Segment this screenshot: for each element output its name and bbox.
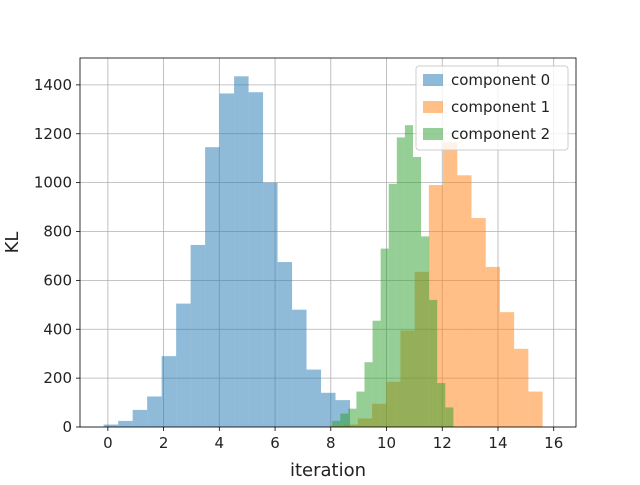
x-tick-label: 8 [326, 434, 336, 452]
histogram-bar [132, 409, 148, 427]
histogram-bar [118, 420, 133, 427]
histogram-bar [499, 312, 515, 427]
x-tick-label: 4 [215, 434, 225, 452]
histogram-bar [103, 424, 119, 427]
histogram-bar [205, 147, 220, 427]
histogram-bar [372, 320, 381, 427]
x-tick-label: 6 [270, 434, 280, 452]
legend-label: component 2 [451, 125, 550, 143]
histogram-bar [161, 356, 177, 427]
histogram-bar [277, 262, 293, 427]
y-tick-label: 600 [43, 271, 72, 289]
histogram-bar [263, 182, 278, 427]
x-tick-label: 16 [544, 434, 563, 452]
histogram-bar [147, 396, 162, 427]
histogram-bar [292, 309, 307, 427]
histogram-bar [348, 408, 357, 427]
x-tick-label: 14 [488, 434, 507, 452]
legend-swatch [423, 74, 443, 86]
histogram-bar [248, 92, 264, 428]
histogram-bars [103, 76, 543, 428]
histogram-bar [437, 383, 446, 427]
histogram-bar [364, 362, 373, 427]
legend-swatch [423, 128, 443, 140]
x-axis-label: iteration [290, 460, 366, 480]
histogram-bar [332, 420, 341, 427]
histogram-bar [485, 266, 500, 427]
histogram-bar [528, 391, 543, 427]
y-axis-label: KL [2, 232, 23, 254]
histogram-bar [443, 142, 458, 427]
x-tick-label: 12 [433, 434, 452, 452]
histogram-bar [306, 369, 322, 427]
histogram-bar [219, 93, 235, 427]
y-tick-label: 1400 [34, 76, 72, 94]
histogram-bar [514, 348, 529, 427]
x-tick-label: 2 [159, 434, 169, 452]
axis-ticks: 0 2 4 6 8 10 12 14 16 0 200 400 600 800 1000 1200 1400 [34, 76, 563, 452]
histogram-bar [321, 392, 336, 427]
histogram-bar [429, 299, 438, 427]
legend: component 0 component 1 component 2 [415, 65, 569, 151]
legend-swatch [423, 101, 443, 113]
histogram-bar [396, 137, 405, 427]
series-2-bars [332, 125, 454, 427]
histogram-bar [380, 248, 389, 427]
series-0-bars [103, 76, 351, 428]
histogram-bar [445, 407, 454, 427]
histogram-bar [388, 183, 397, 427]
y-tick-label: 1200 [34, 125, 72, 143]
plot-frame [79, 57, 577, 428]
y-tick-label: 800 [43, 223, 72, 241]
histogram-bar [471, 218, 486, 427]
histogram-bar [234, 76, 249, 427]
y-tick-label: 1000 [34, 174, 72, 192]
histogram-bar [356, 391, 365, 427]
legend-box [415, 65, 569, 151]
histogram-bar [176, 303, 191, 427]
histogram-bar [412, 156, 422, 427]
y-tick-label: 400 [43, 320, 72, 338]
histogram-bar [457, 175, 472, 427]
histogram-bar [421, 236, 430, 427]
legend-label: component 1 [451, 98, 550, 116]
y-tick-label: 0 [62, 418, 72, 436]
histogram-bar [190, 244, 206, 427]
histogram-bar [404, 125, 413, 427]
x-tick-label: 10 [377, 434, 396, 452]
x-tick-label: 0 [103, 434, 113, 452]
histogram-bar [340, 413, 349, 427]
legend-label: component 0 [451, 71, 550, 89]
y-tick-label: 200 [43, 369, 72, 387]
